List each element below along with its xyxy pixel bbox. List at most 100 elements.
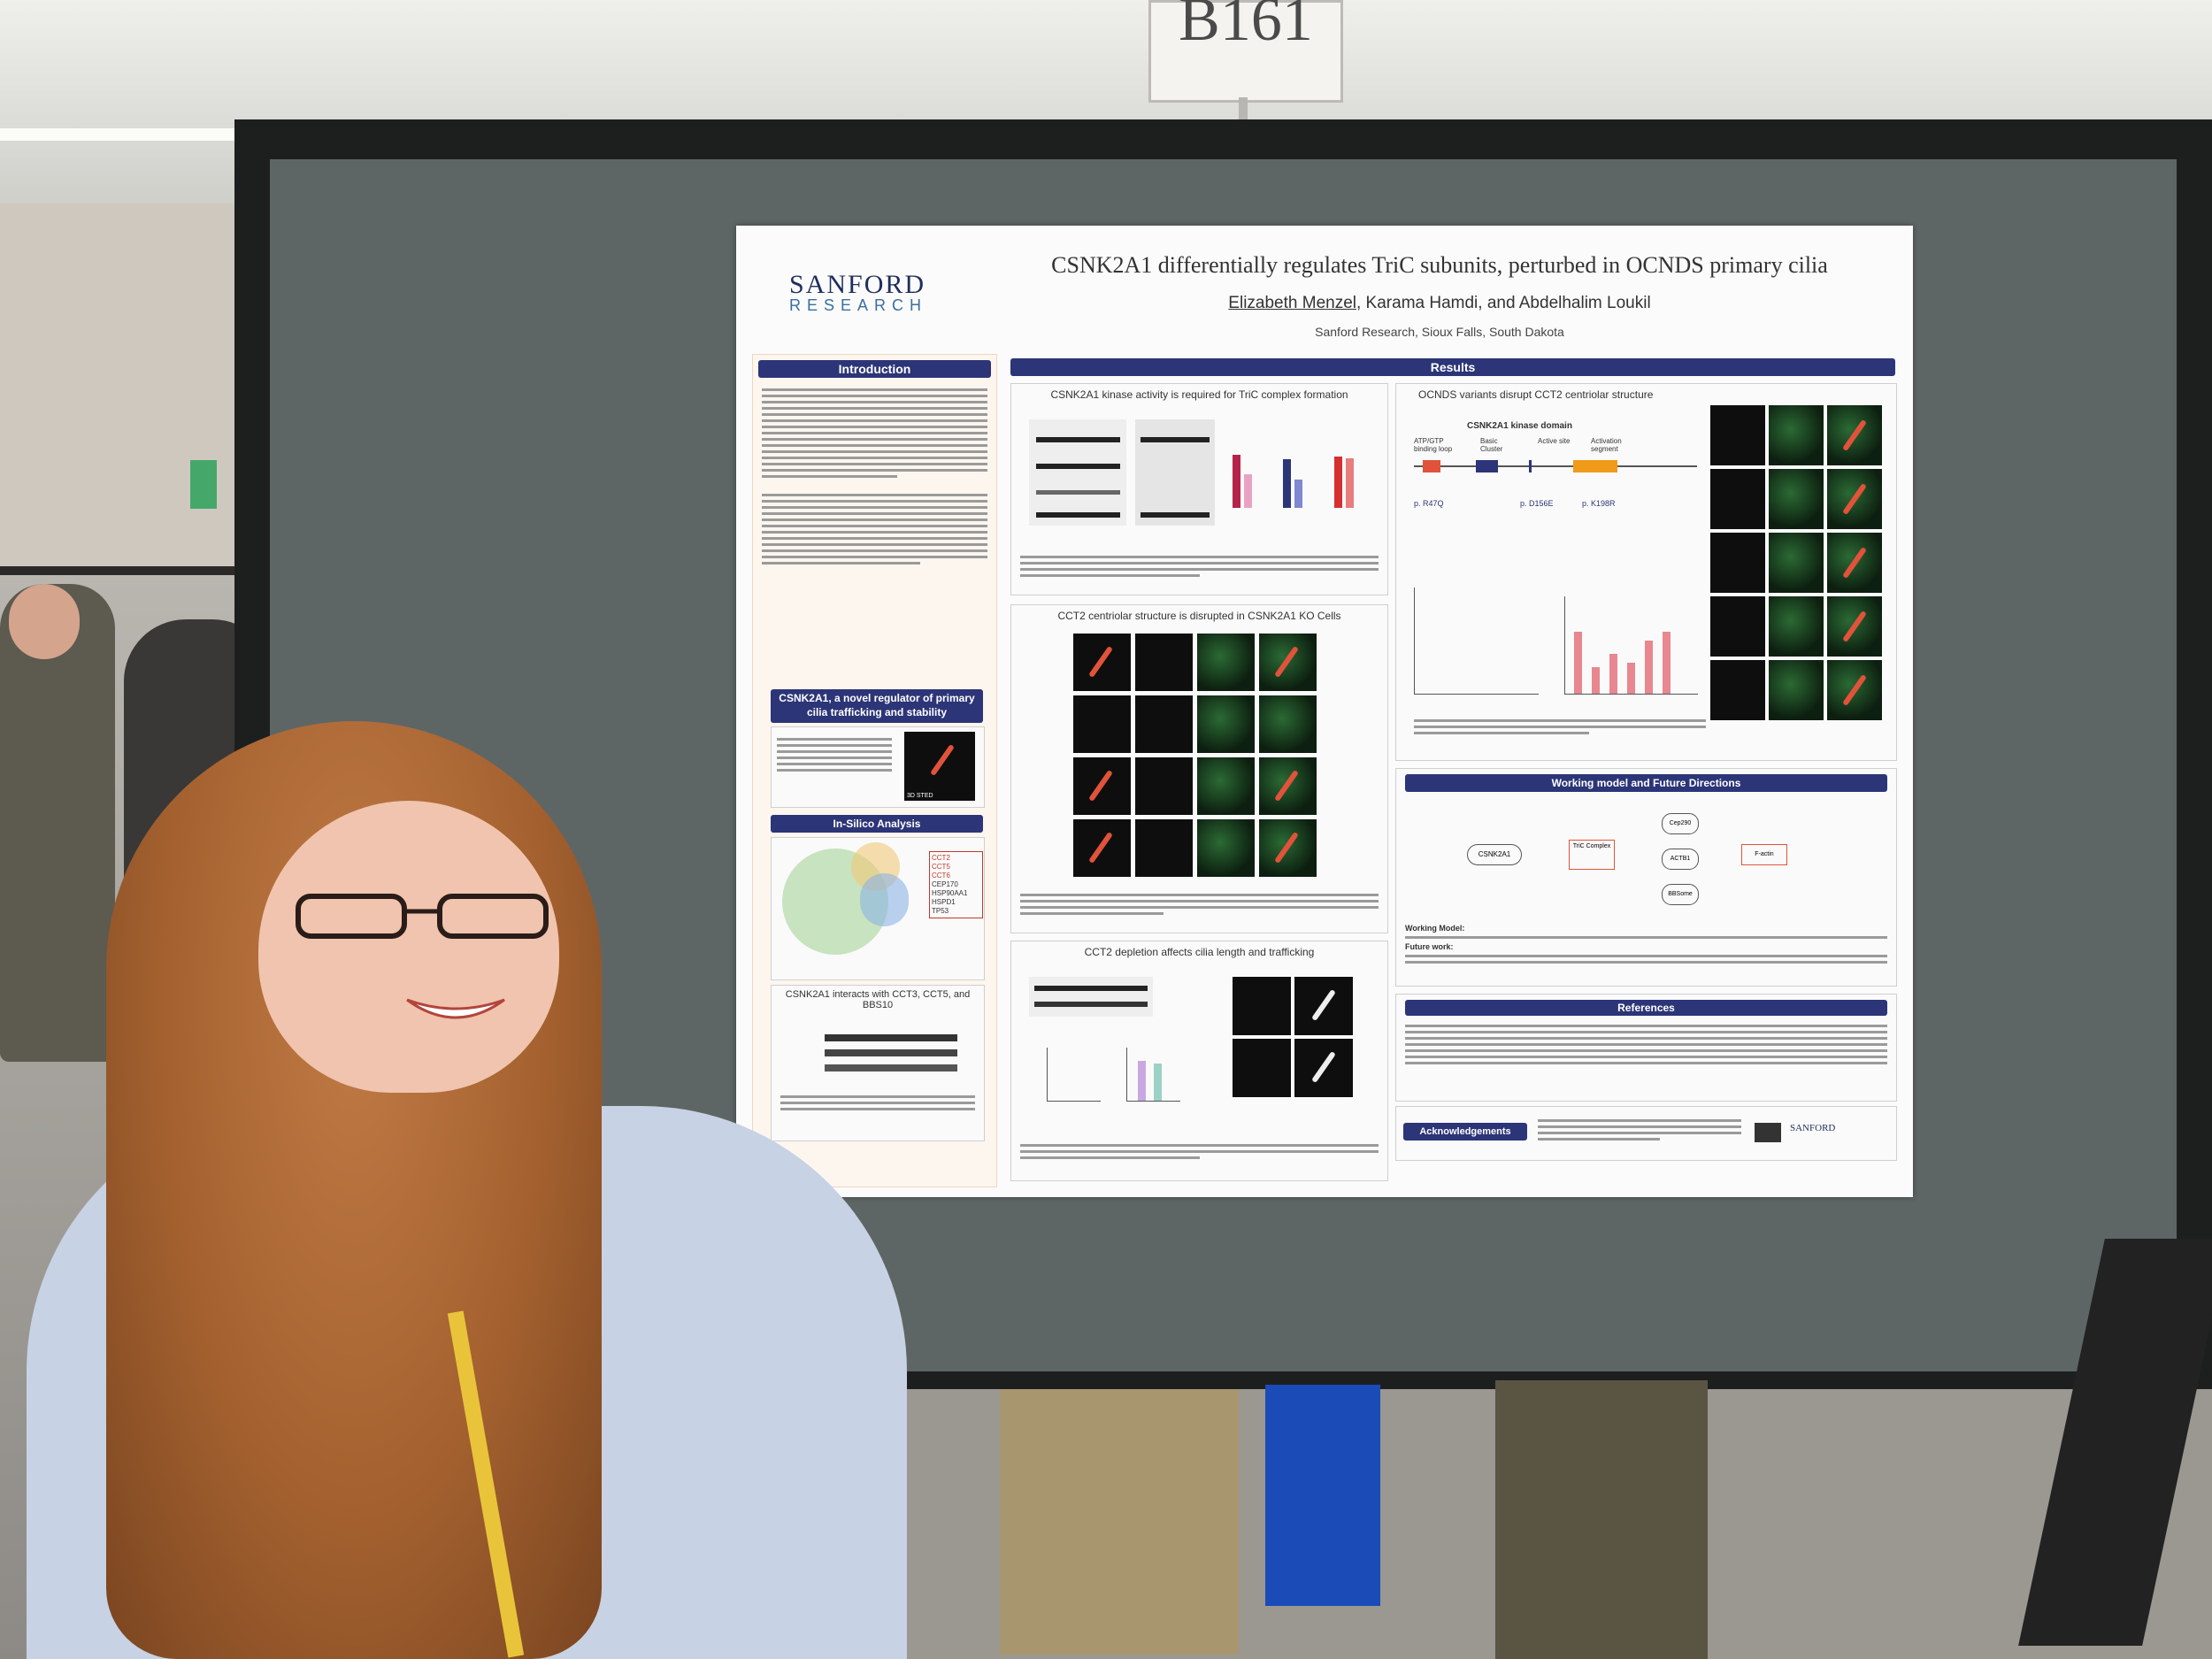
figure-caption xyxy=(1020,890,1379,918)
interacts-panel: CSNK2A1 interacts with CCT3, CCT5, and B… xyxy=(771,985,985,1141)
working-model-text: Working Model: Future work: xyxy=(1405,924,1887,967)
domain-label: Activation segment xyxy=(1591,437,1622,453)
booth-number: B161 xyxy=(1179,0,1313,54)
ocnds-variants-panel: OCNDS variants disrupt CCT2 centriolar s… xyxy=(1395,383,1897,761)
depletion-title: CCT2 depletion affects cilia length and … xyxy=(1084,946,1315,958)
model-node: CSNK2A1 xyxy=(1467,844,1522,865)
interacts-title: CSNK2A1 interacts with CCT3, CCT5, and B… xyxy=(785,989,971,1010)
domain-label: Basic Cluster xyxy=(1480,437,1503,453)
acknowledgements-text xyxy=(1538,1116,1741,1144)
logo-wordmark: SANFORD xyxy=(789,270,926,299)
co-authors: , Karama Hamdi, and Abdelhalim Loukil xyxy=(1356,294,1651,312)
nih-logo xyxy=(1755,1123,1781,1142)
glasses-icon xyxy=(296,894,549,939)
presenter-face xyxy=(258,801,559,1093)
domain-axis xyxy=(1414,465,1697,467)
model-node: BBSome xyxy=(1662,884,1699,905)
ko-image-grid xyxy=(1073,634,1317,881)
gene-label: CCT6 xyxy=(932,872,950,879)
poster: SANFORD RESEARCH CSNK2A1 differentially … xyxy=(736,226,1913,1197)
domain-block xyxy=(1529,460,1532,472)
blot-band xyxy=(825,1064,957,1071)
bar xyxy=(1233,455,1240,508)
depletion-panel: CCT2 depletion affects cilia length and … xyxy=(1010,941,1388,1181)
introduction-header: Introduction xyxy=(758,360,991,378)
figure-caption xyxy=(1020,552,1379,580)
western-blot xyxy=(1135,419,1215,526)
bar xyxy=(1346,458,1354,508)
interacts-caption xyxy=(780,1092,975,1114)
logo-subtitle: RESEARCH xyxy=(789,296,928,314)
intensity-chart xyxy=(1126,1048,1180,1102)
acknowledgements-panel: Acknowledgements SANFORD xyxy=(1395,1106,1897,1161)
background-person xyxy=(0,584,115,1062)
sanford-logo: SANFORD RESEARCH xyxy=(789,270,971,315)
in-silico-panel: CCT2 CCT5 CCT6 CEP170 HSP90AA1 HSPD1 TP5… xyxy=(771,837,985,980)
venn-circle xyxy=(860,873,909,926)
western-blot xyxy=(1029,419,1126,526)
model-node: ACTB1 xyxy=(1662,849,1699,870)
sted-image: 3D STED xyxy=(904,732,975,801)
gene-label: HSPD1 xyxy=(932,898,956,906)
novel-regulator-header: CSNK2A1, a novel regulator of primary ci… xyxy=(771,689,983,723)
figure-caption xyxy=(1414,716,1706,738)
introduction-text xyxy=(762,385,987,568)
poster-affiliation: Sanford Research, Sioux Falls, South Dak… xyxy=(1315,325,1564,339)
booth-sign: B161 xyxy=(1148,0,1343,103)
ocnds-variants-title: OCNDS variants disrupt CCT2 centriolar s… xyxy=(1418,388,1654,401)
kinase-activity-panel: CSNK2A1 kinase activity is required for … xyxy=(1010,383,1388,595)
violin-plot xyxy=(1047,1048,1101,1102)
future-work-label: Future work: xyxy=(1405,942,1454,951)
cilia-image-grid xyxy=(1233,977,1356,1101)
left-column: Introduction CSNK2A1, a novel regulator … xyxy=(752,354,997,1187)
bar xyxy=(1244,474,1252,508)
bar xyxy=(1334,457,1342,508)
working-model-label: Working Model: xyxy=(1405,924,1465,933)
figure-caption xyxy=(1020,1141,1379,1163)
background-person-legs xyxy=(1000,1389,1239,1655)
sted-label: 3D STED xyxy=(907,793,933,799)
gene-label: HSP90AA1 xyxy=(932,889,968,897)
model-node: TriC Complex xyxy=(1569,840,1615,870)
acknowledgements-header: Acknowledgements xyxy=(1403,1123,1527,1141)
results-header: Results xyxy=(1010,358,1895,376)
poster-title: CSNK2A1 differentially regulates TriC su… xyxy=(1051,252,1828,278)
domain-block xyxy=(1423,460,1440,472)
centriolar-title: CCT2 centriolar structure is disrupted i… xyxy=(1057,610,1341,622)
model-node: F-actin xyxy=(1741,844,1787,865)
kinase-domain-label: CSNK2A1 kinase domain xyxy=(1467,421,1572,431)
kinase-activity-title: CSNK2A1 kinase activity is required for … xyxy=(1050,388,1348,401)
blot-band xyxy=(825,1049,957,1056)
gene-label: CEP170 xyxy=(932,880,958,888)
variant-label: p. R47Q xyxy=(1414,499,1444,508)
poster-authors: Elizabeth Menzel, Karama Hamdi, and Abde… xyxy=(1002,294,1878,313)
references-list xyxy=(1405,1021,1887,1068)
bar-charts xyxy=(1228,437,1379,508)
domain-block xyxy=(1573,460,1617,472)
domain-label: Active site xyxy=(1538,437,1571,445)
background-person-head xyxy=(9,584,80,659)
centriolar-panel: CCT2 centriolar structure is disrupted i… xyxy=(1010,604,1388,933)
dot-plot xyxy=(1414,588,1539,695)
variant-label: p. D156E xyxy=(1520,499,1554,508)
domain-block xyxy=(1476,460,1498,472)
gene-list: CCT2 CCT5 CCT6 CEP170 HSP90AA1 HSPD1 TP5… xyxy=(929,851,983,918)
references-panel: References xyxy=(1395,994,1897,1102)
novel-regulator-panel: 3D STED xyxy=(771,726,985,808)
gene-label: TP53 xyxy=(932,907,949,915)
gene-label: CCT5 xyxy=(932,863,950,871)
smile xyxy=(406,998,505,1019)
bar xyxy=(1294,480,1302,508)
sanford-small-logo: SANFORD xyxy=(1790,1123,1836,1133)
ratio-bar-chart xyxy=(1564,596,1698,695)
working-model-header: Working model and Future Directions xyxy=(1405,774,1887,792)
variant-label: p. K198R xyxy=(1582,499,1616,508)
bar xyxy=(1283,459,1291,508)
gene-label: CCT2 xyxy=(932,854,950,862)
exit-sign xyxy=(190,460,217,509)
blot-band xyxy=(825,1034,957,1041)
domain-label: ATP/GTP binding loop xyxy=(1414,437,1453,453)
model-node: Cep290 xyxy=(1662,813,1699,834)
working-model-panel: Working model and Future Directions CSNK… xyxy=(1395,768,1897,987)
in-silico-header: In-Silico Analysis xyxy=(771,815,983,833)
